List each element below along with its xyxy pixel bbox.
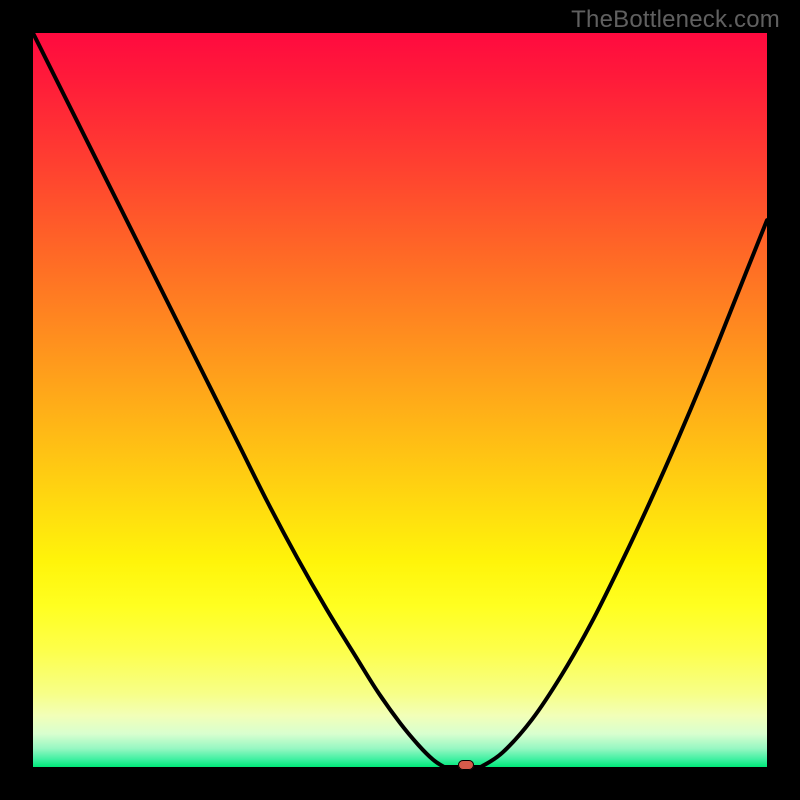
watermark-text: TheBottleneck.com	[571, 6, 780, 34]
plot-area	[33, 33, 767, 767]
chart-stage: TheBottleneck.com	[0, 0, 800, 800]
minimum-marker	[458, 760, 474, 770]
bottleneck-curve	[33, 33, 767, 767]
